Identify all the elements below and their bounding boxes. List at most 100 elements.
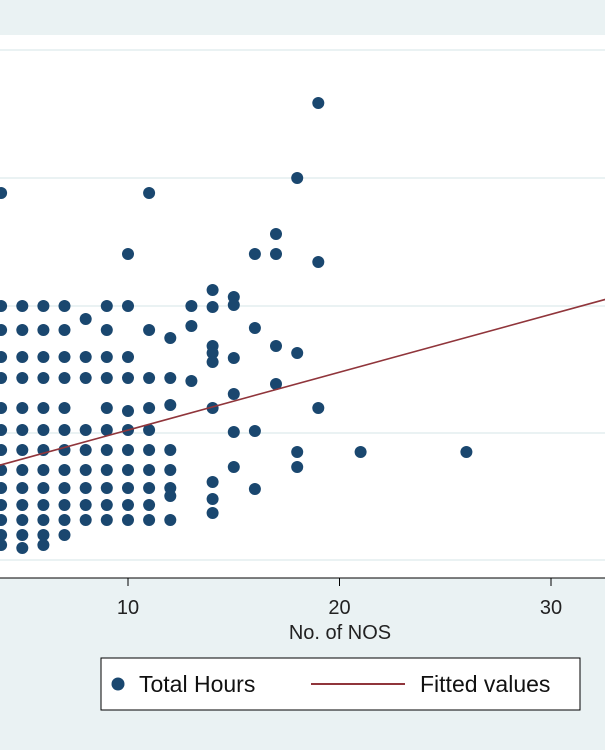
data-point [100,324,113,336]
data-point [16,542,29,554]
data-point [16,372,29,384]
data-point [206,284,219,296]
data-point [143,372,156,384]
data-point [206,476,219,488]
legend: Total Hours Fitted values [100,657,581,711]
data-point [16,529,29,541]
data-point [164,332,177,344]
data-point [0,514,8,526]
data-point [58,464,71,476]
data-point [0,351,8,363]
data-point [79,444,92,456]
data-point [58,499,71,511]
data-point [79,313,92,325]
points-layer [0,97,473,554]
data-point [143,424,156,436]
data-point [143,464,156,476]
data-point [227,461,240,473]
data-point [37,499,50,511]
legend-label-total-hours: Total Hours [139,671,255,697]
data-point [206,301,219,313]
data-point [0,372,8,384]
data-point [100,424,113,436]
data-point [270,248,282,260]
data-point [37,529,50,541]
data-point [0,529,8,541]
data-point [100,499,113,511]
x-tick-label: 30 [540,597,562,619]
x-tick-label: 20 [328,597,350,619]
data-point [122,464,134,476]
data-point [16,351,29,363]
data-point [122,499,134,511]
data-point [58,424,71,436]
data-point [16,464,29,476]
data-point [79,464,92,476]
data-point [37,402,50,414]
legend-label-fitted-values: Fitted values [420,671,550,697]
data-point [79,372,92,384]
data-point [248,248,261,260]
data-point [58,372,71,384]
data-point [143,499,156,511]
fit-line-layer [0,298,605,466]
data-point [16,424,29,436]
data-point [122,372,134,384]
data-point [143,402,156,414]
data-point [100,372,113,384]
data-point [270,340,282,352]
data-point [16,444,29,456]
data-point [143,324,156,336]
data-point [16,402,29,414]
data-point [37,351,50,363]
data-point [0,187,8,199]
data-point [143,514,156,526]
data-point [58,529,71,541]
data-point [185,375,198,387]
data-point [291,446,304,458]
data-point [164,372,177,384]
x-axis-ticks: 10 20 30 [117,578,562,619]
data-point [0,499,8,511]
data-point [37,514,50,526]
data-point [270,378,282,390]
data-point [206,507,219,519]
data-point [100,482,113,494]
data-point [122,482,134,494]
x-tick-label: 10 [117,597,139,619]
data-point [0,324,8,336]
data-point [58,482,71,494]
x-axis-title: No. of NOS [289,622,391,644]
data-point [37,324,50,336]
data-point [37,482,50,494]
data-point [164,444,177,456]
data-point [58,351,71,363]
data-point [16,482,29,494]
data-point [248,483,261,495]
data-point [100,402,113,414]
data-point [100,514,113,526]
data-point [143,482,156,494]
data-point [227,426,240,438]
data-point [248,322,261,334]
data-point [122,300,134,312]
data-point [143,444,156,456]
data-point [0,300,8,312]
gridlines [0,49,605,561]
data-point [58,324,71,336]
data-point [312,402,325,414]
data-point [143,187,156,199]
data-point [16,300,29,312]
data-point [248,425,261,437]
data-point [122,248,134,260]
data-point [100,464,113,476]
data-point [206,493,219,505]
data-point [37,539,50,551]
data-point [100,300,113,312]
data-point [0,444,8,456]
data-point [164,514,177,526]
data-point [0,482,8,494]
data-point [0,402,8,414]
data-point [58,300,71,312]
data-point [164,490,177,502]
